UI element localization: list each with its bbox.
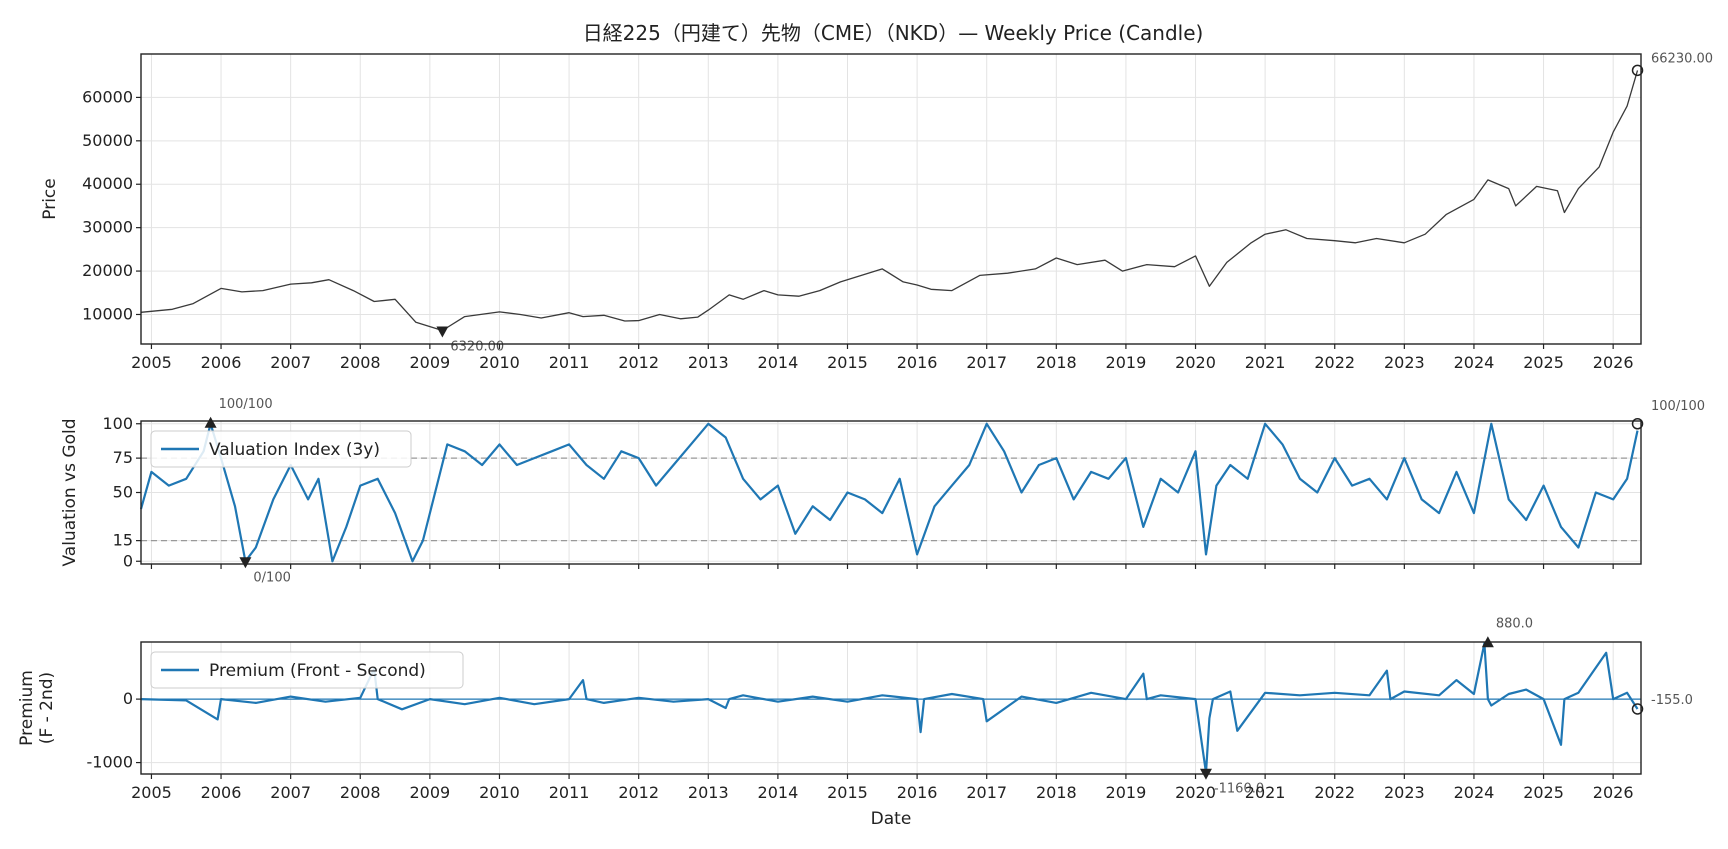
annotation-label: -1160.0: [1214, 782, 1264, 797]
x-tick-label: 2024: [1454, 353, 1495, 372]
x-tick-label: 2007: [270, 353, 311, 372]
x-axis-label: Date: [871, 809, 912, 829]
y-axis-label: Premium(F - 2nd): [17, 670, 57, 746]
x-tick-label: 2006: [201, 783, 242, 802]
valuation-panel: 100/100 0/100 100/100 015 50 75 100 Valuation v…: [60, 397, 1705, 586]
legend-box: [150, 430, 412, 468]
x-tick-label: 2021: [1245, 353, 1286, 372]
y-axis-label: Valuation vs Gold: [60, 418, 80, 566]
x-tick-label: 2005: [131, 353, 172, 372]
y-tick-label: 15: [113, 531, 133, 550]
x-tick-label: 2017: [966, 783, 1007, 802]
x-tick-label: 2025: [1523, 783, 1564, 802]
x-tick-label: 2017: [966, 353, 1007, 372]
chart-title: 日経225（円建て）先物（CME）（NKD）— Weekly Price (Ca…: [583, 21, 1204, 45]
y-tick-label: 0: [123, 551, 133, 570]
x-tick-label: 2008: [340, 353, 381, 372]
x-tick-label: 2026: [1593, 783, 1634, 802]
x-tick-label: 2026: [1593, 353, 1634, 372]
x-tick-label: 2022: [1314, 353, 1355, 372]
series-line: [140, 642, 1639, 774]
x-tick-label: 2005: [131, 783, 172, 802]
y-tick-label: 20000: [82, 261, 133, 280]
x-tick-label: 2019: [1106, 353, 1147, 372]
plot-frame: [140, 53, 1642, 345]
y-axis-label-line: Premium: [17, 670, 37, 746]
min-marker: [239, 557, 252, 569]
x-tick-label: 2008: [340, 783, 381, 802]
x-tick-label: 2006: [201, 353, 242, 372]
annotation-label: 880.0: [1496, 616, 1533, 631]
legend: Premium (Front - Second): [150, 651, 464, 689]
premium-panel: 880.0 -1160.0 -155.0 -1000 0 2005 2006 2007 2008…: [17, 616, 1693, 829]
x-tick-label: 2023: [1384, 783, 1425, 802]
x-tick-label: 2009: [410, 783, 451, 802]
y-tick-label: 30000: [82, 218, 133, 237]
x-tick-label: 2010: [479, 353, 520, 372]
series-line: [140, 70, 1639, 332]
x-tick-label: 2011: [549, 353, 590, 372]
x-tick-label: 2018: [1036, 783, 1077, 802]
x-tick-label: 2013: [688, 353, 729, 372]
endpoint-marker: [1631, 703, 1644, 715]
price-panel: 6320.00 66230.00 10000 20000 30000 40000 50000…: [40, 51, 1713, 372]
x-tick-label: 2025: [1523, 353, 1564, 372]
y-tick-label: 0: [123, 689, 133, 708]
annotation-label: 6320.00: [450, 339, 504, 354]
endpoint-marker: [1631, 418, 1644, 430]
x-tick-label: 2013: [688, 783, 729, 802]
x-tick-label: 2009: [410, 353, 451, 372]
legend-box: [150, 651, 464, 689]
x-tick-label: 2014: [758, 783, 799, 802]
annotation-label: 0/100: [253, 570, 290, 585]
legend: Valuation Index (3y): [150, 430, 412, 468]
legend-label: Premium (Front - Second): [209, 661, 426, 681]
x-tick-label: 2016: [897, 353, 938, 372]
y-tick-label: 50: [113, 483, 133, 502]
annotation-label: 66230.00: [1651, 51, 1713, 66]
y-tick-label: 100: [102, 414, 133, 433]
x-tick-label: 2020: [1175, 353, 1216, 372]
x-tick-label: 2012: [618, 783, 659, 802]
min-marker: [436, 326, 449, 338]
legend-label: Valuation Index (3y): [209, 440, 380, 460]
x-tick-label: 2010: [479, 783, 520, 802]
y-axis-label-line: (F - 2nd): [37, 672, 57, 744]
x-tick-label: 2016: [897, 783, 938, 802]
plot-frame: [140, 641, 1642, 775]
x-tick-label: 2007: [270, 783, 311, 802]
y-tick-label: 75: [113, 448, 133, 467]
annotation-label: 100/100: [219, 397, 273, 412]
x-tick-label: 2015: [827, 353, 868, 372]
y-tick-label: 40000: [82, 174, 133, 193]
endpoint-marker: [1631, 64, 1644, 77]
x-tick-label: 2020: [1175, 783, 1216, 802]
x-tick-label: 2014: [758, 353, 799, 372]
x-tick-label: 2018: [1036, 353, 1077, 372]
x-tick-label: 2021: [1245, 783, 1286, 802]
annotation-label: 100/100: [1651, 399, 1705, 414]
x-tick-label: 2023: [1384, 353, 1425, 372]
x-tick-label: 2011: [549, 783, 590, 802]
y-tick-label: 10000: [82, 304, 133, 323]
y-tick-label: 60000: [82, 87, 133, 106]
series-line: [139, 422, 1639, 563]
y-tick-label: -1000: [87, 753, 134, 772]
max-marker: [204, 416, 217, 428]
y-axis-label: Price: [40, 178, 60, 219]
x-tick-label: 2015: [827, 783, 868, 802]
x-tick-label: 2022: [1314, 783, 1355, 802]
annotation-label: -155.0: [1651, 693, 1693, 708]
x-tick-label: 2012: [618, 353, 659, 372]
y-tick-label: 50000: [82, 131, 133, 150]
x-tick-label: 2019: [1106, 783, 1147, 802]
x-tick-label: 2024: [1454, 783, 1495, 802]
